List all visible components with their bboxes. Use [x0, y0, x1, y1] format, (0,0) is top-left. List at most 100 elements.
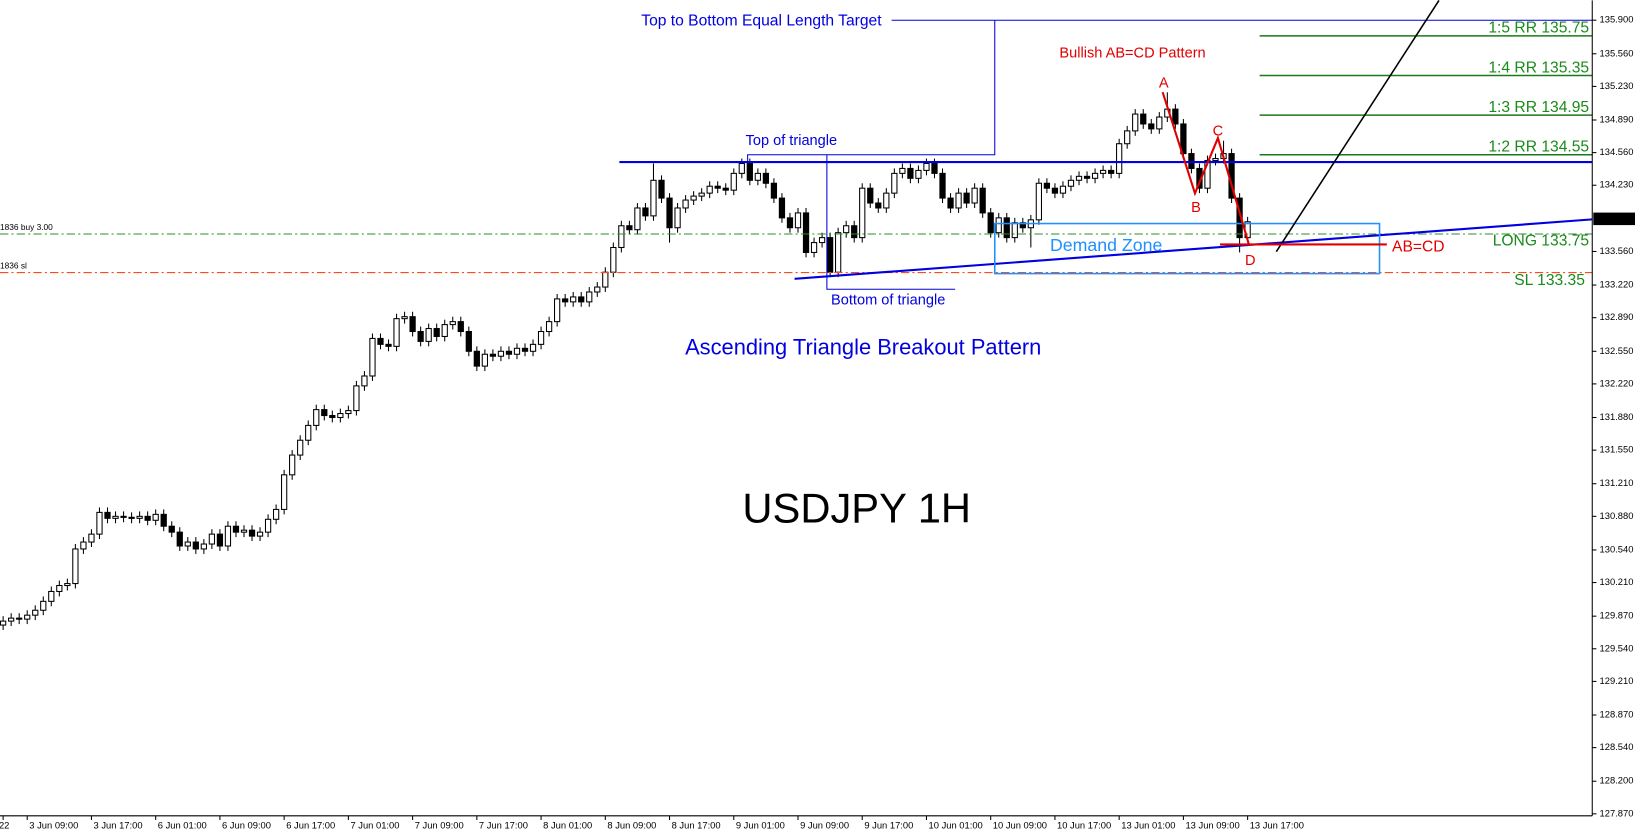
x-tick-label: 6 Jun 01:00 — [158, 821, 207, 831]
candle-body — [610, 246, 617, 273]
candle-body — [144, 515, 151, 521]
candle-body — [602, 271, 609, 288]
candle-body — [826, 237, 834, 273]
y-tick-label: 134.890 — [1600, 114, 1634, 124]
candle-body — [393, 318, 400, 347]
bottom-bracket — [826, 154, 956, 290]
candle-body — [425, 328, 432, 342]
candle-body — [136, 515, 143, 519]
x-tick-label: 8 Jun 01:00 — [543, 821, 592, 831]
candle-body — [1140, 113, 1147, 125]
y-tick-label: 128.200 — [1600, 776, 1634, 786]
abcd-label: AB=CD — [1392, 239, 1445, 256]
candle-body — [168, 525, 175, 533]
x-tick-label: 9 Jun 09:00 — [800, 821, 849, 831]
candle-body — [915, 169, 922, 179]
candle-body — [658, 179, 665, 199]
candle-body — [1091, 172, 1099, 179]
candle-body — [24, 614, 31, 620]
annotation: Top of triangle — [746, 133, 838, 149]
candle-body — [1116, 143, 1123, 174]
candle-body — [939, 172, 946, 199]
y-tick-label: 133.560 — [1600, 246, 1634, 256]
candle-body — [626, 225, 633, 231]
candle-body — [762, 172, 770, 184]
candle-body — [698, 192, 705, 197]
candle-body — [562, 298, 569, 303]
candle-body — [1148, 123, 1155, 130]
candle-body — [321, 409, 328, 417]
candle-body — [385, 343, 392, 347]
candle-body — [770, 182, 778, 199]
candle-body — [192, 541, 199, 550]
candle-body — [979, 187, 986, 214]
candle-body — [513, 347, 521, 355]
candle-body — [152, 513, 159, 521]
x-tick-label: 7 Jun 17:00 — [479, 821, 528, 831]
annotation: Bottom of triangle — [831, 293, 945, 309]
candle-body — [264, 518, 272, 533]
candle-body — [176, 531, 183, 547]
candle-body — [1132, 113, 1139, 132]
candle-body — [1099, 169, 1107, 174]
candle-body — [867, 187, 874, 204]
candle-body — [353, 385, 360, 412]
candle-body — [345, 410, 352, 415]
candle-body — [738, 162, 745, 174]
y-tick-label: 130.540 — [1600, 544, 1634, 554]
candle-body — [32, 609, 39, 616]
candle-body — [545, 321, 553, 333]
candle-body — [1180, 123, 1187, 155]
candle-body — [80, 541, 87, 550]
candle-body — [457, 321, 464, 333]
candle-body — [16, 617, 23, 620]
y-tick-label: 135.230 — [1600, 81, 1634, 91]
candle-body — [96, 511, 103, 535]
candle-body — [618, 225, 625, 249]
triangle-bottom — [794, 218, 1593, 280]
candle-body — [305, 424, 312, 441]
candle-body — [995, 217, 1002, 234]
candle-body — [497, 350, 505, 357]
candle-body — [835, 232, 842, 273]
candle-body — [473, 350, 480, 367]
demand-zone — [993, 222, 1381, 275]
point-label: C — [1213, 124, 1224, 140]
demand-zone-label: Demand Zone — [1050, 235, 1162, 255]
y-tick-label: 131.550 — [1600, 445, 1634, 455]
candle-body — [554, 298, 561, 323]
candle-body — [297, 439, 304, 456]
y-tick-label: 135.560 — [1600, 48, 1634, 58]
point-label: D — [1245, 253, 1256, 269]
candle-body — [778, 197, 786, 219]
annotation: Top to Bottom Equal Length Target — [641, 12, 882, 29]
y-tick-label: 132.220 — [1600, 378, 1634, 388]
chart-title: USDJPY 1H — [742, 484, 971, 531]
sl-label: SL 133.35 — [1514, 272, 1585, 289]
x-tick-label: 13 Jun 01:00 — [1121, 821, 1175, 831]
candle-body — [730, 172, 737, 191]
candle-body — [570, 296, 577, 303]
y-tick-label: 131.210 — [1600, 478, 1634, 488]
candle-body — [690, 195, 697, 201]
y-tick-label: 127.870 — [1600, 808, 1634, 818]
candle-body — [1075, 175, 1083, 181]
candle-body — [586, 291, 593, 303]
candle-body — [714, 185, 721, 189]
candle-body — [329, 415, 336, 419]
candle-body — [289, 454, 296, 476]
candle-body — [666, 197, 673, 229]
candle-body — [449, 321, 456, 326]
y-tick-label: 130.210 — [1600, 577, 1634, 587]
point-label: B — [1191, 200, 1201, 216]
rr-label: 1:3 RR 134.95 — [1488, 99, 1589, 116]
y-tick-label: 128.870 — [1600, 709, 1634, 719]
candle-body — [56, 585, 63, 592]
long-label: LONG 133.75 — [1493, 232, 1590, 249]
x-tick-label: 9 Jun 01:00 — [736, 821, 785, 831]
axes: 135.900 135.560 135.230 134.890 134.560 134.2… — [0, 15, 1635, 831]
candle-body — [361, 375, 368, 387]
x-tick-label: 10 Jun 17:00 — [1057, 821, 1111, 831]
candle-body — [786, 217, 794, 229]
x-tick-label: 6 Jun 09:00 — [222, 821, 271, 831]
